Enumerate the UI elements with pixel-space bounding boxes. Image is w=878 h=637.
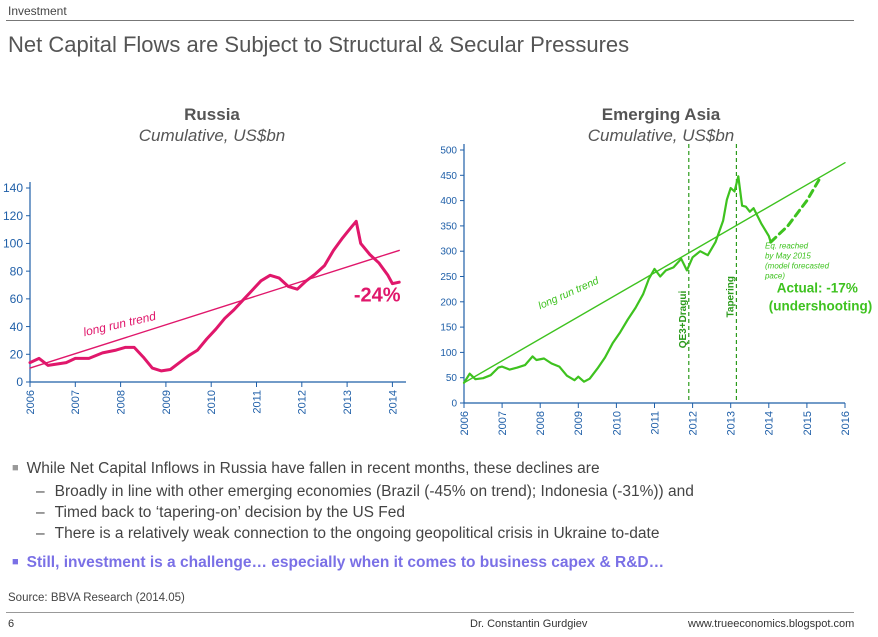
russia-trend-line — [29, 249, 400, 369]
asia-y-tick-label: 50 — [446, 373, 458, 384]
asia-x-tick-label: 2013 — [726, 411, 738, 435]
bullet-sub-text: Timed back to ‘tapering-on’ decision by … — [54, 504, 405, 521]
asia-event-label: Tapering — [725, 276, 736, 317]
asia-x-tick-label: 2006 — [459, 411, 471, 435]
asia-y-tick-label: 500 — [440, 146, 457, 157]
asia-y-tick-label: 400 — [440, 196, 457, 207]
asia-x-tick-label: 2008 — [535, 411, 547, 435]
russia-series-line — [28, 219, 401, 373]
russia-x-tick-label: 2013 — [342, 390, 354, 414]
asia-trend-line — [463, 161, 846, 384]
asia-forecast-note: pace) — [764, 272, 785, 281]
asia-forecast-note: Eq. reached — [765, 242, 809, 251]
bullet-main-text: While Net Capital Inflows in Russia have… — [26, 460, 600, 477]
russia-chart-subtitle: Cumulative, US$bn — [138, 126, 286, 145]
asia-event-label: QE3+Dragui — [678, 291, 689, 349]
asia-x-tick-label: 2012 — [687, 411, 699, 435]
dash-icon: – — [36, 483, 45, 500]
website-link[interactable]: www.trueeconomics.blogspot.com — [688, 618, 855, 630]
asia-x-tick-label: 2009 — [573, 411, 585, 435]
asia-actual-note: Actual: -17% — [777, 281, 858, 296]
dash-icon: – — [36, 525, 45, 542]
bullet-main: ■ While Net Capital Inflows in Russia hav… — [12, 460, 600, 478]
page-number: 6 — [8, 618, 15, 630]
asia-x-tick-label: 2007 — [497, 411, 509, 435]
asia-forecast-note: by May 2015 — [765, 252, 811, 261]
russia-x-tick-label: 2012 — [297, 390, 309, 414]
square-bullet-icon: ■ — [12, 462, 19, 474]
russia-y-tick-label: 120 — [3, 209, 23, 223]
asia-y-tick-label: 300 — [440, 247, 457, 258]
asia-x-tick-label: 2016 — [840, 411, 852, 435]
russia-y-tick-label: 20 — [10, 347, 24, 361]
russia-y-tick-label: 0 — [16, 375, 23, 389]
asia-y-tick-label: 100 — [440, 348, 457, 359]
russia-x-tick-label: 2014 — [387, 390, 399, 414]
asia-x-tick-label: 2011 — [649, 411, 661, 435]
source-note: Source: BBVA Research (2014.05) — [8, 592, 185, 604]
bullet-highlight-text: Still, investment is a challenge… especi… — [26, 554, 665, 571]
dash-icon: – — [36, 504, 45, 521]
russia-y-tick-label: 60 — [10, 292, 24, 306]
russia-x-tick-label: 2008 — [115, 390, 127, 414]
russia-y-tick-label: 40 — [10, 320, 24, 334]
bullet-sub-text: There is a relatively weak connection to… — [54, 525, 660, 542]
asia-y-tick-label: 450 — [440, 171, 457, 182]
russia-y-tick-label: 140 — [3, 181, 23, 195]
bullet-sub-3: – There is a relatively weak connection t… — [36, 525, 659, 543]
asia-series-line — [462, 175, 772, 384]
asia-forecast-line — [769, 176, 822, 244]
slide-title: Net Capital Flows are Subject to Structu… — [8, 32, 630, 57]
asia-actual-note: (undershooting) — [769, 299, 872, 314]
russia-y-tick-label: 100 — [3, 237, 23, 251]
asia-forecast-note: (model forecasted — [765, 262, 830, 271]
asia-x-tick-label: 2010 — [611, 411, 623, 435]
asia-y-tick-label: 150 — [440, 323, 457, 334]
russia-chart-title: Russia — [184, 105, 240, 124]
author-name: Dr. Constantin Gurdgiev — [470, 618, 588, 630]
header-rule — [6, 20, 854, 21]
square-bullet-icon: ■ — [12, 556, 19, 568]
russia-gap-annotation: -24% — [354, 285, 401, 307]
section-label: Investment — [8, 4, 67, 18]
russia-x-tick-label: 2010 — [206, 390, 218, 414]
asia-x-tick-label: 2015 — [802, 411, 814, 435]
bullet-sub-1: – Broadly in line with other emerging eco… — [36, 483, 694, 501]
russia-x-tick-label: 2009 — [161, 390, 173, 414]
russia-y-tick-label: 80 — [10, 264, 24, 278]
asia-trend-annotation: long run trend — [537, 274, 602, 312]
asia-chart-title: Emerging Asia — [601, 105, 721, 124]
russia-x-tick-label: 2007 — [70, 390, 82, 414]
bullet-sub-2: – Timed back to ‘tapering-on’ decision by… — [36, 504, 405, 522]
bullet-highlight: ■ Still, investment is a challenge… espec… — [12, 554, 664, 572]
russia-x-tick-label: 2006 — [25, 390, 37, 414]
asia-chart-subtitle: Cumulative, US$bn — [587, 126, 735, 145]
asia-y-tick-label: 350 — [440, 221, 457, 232]
asia-y-tick-label: 0 — [451, 399, 457, 410]
asia-x-tick-label: 2014 — [764, 411, 776, 435]
bullet-sub-text: Broadly in line with other emerging econ… — [54, 483, 694, 500]
asia-y-tick-label: 250 — [440, 272, 457, 283]
asia-y-tick-label: 200 — [440, 297, 457, 308]
russia-x-tick-label: 2011 — [251, 390, 263, 414]
footer-rule — [6, 612, 854, 613]
